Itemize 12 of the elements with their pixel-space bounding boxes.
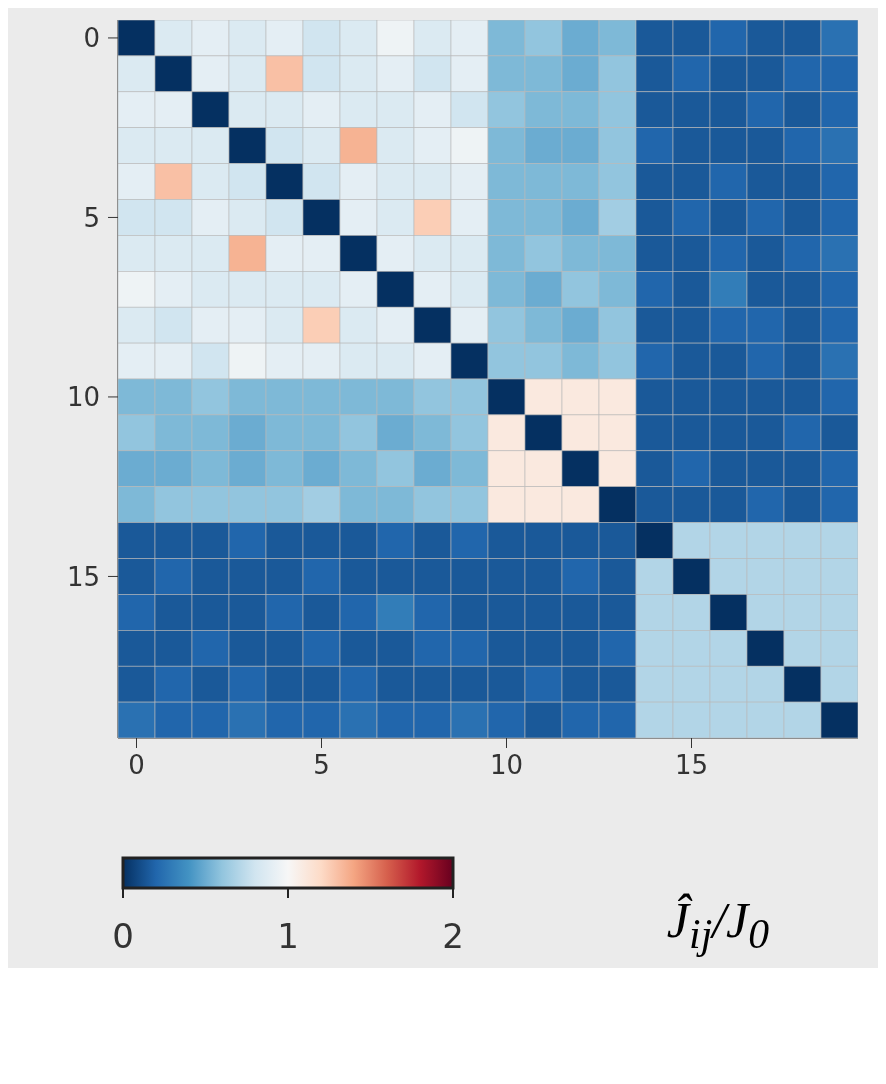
y-tick-label: 10	[66, 382, 100, 413]
color-bar-label: 2	[442, 916, 464, 956]
x-tick-label: 15	[674, 750, 709, 781]
x-tick-label: 0	[128, 750, 145, 781]
x-tick-label: 5	[313, 750, 330, 781]
y-tick-label: 0	[83, 23, 100, 54]
x-tick-label: 10	[489, 750, 524, 781]
y-tick-label: 5	[83, 202, 100, 233]
color-bar-title: Ĵ$_{ij}$/J$_{0}$	[665, 891, 771, 958]
color-bar-label: 1	[277, 916, 299, 956]
y-tick-label: 15	[66, 561, 100, 592]
color-bar-label: 0	[112, 916, 134, 956]
